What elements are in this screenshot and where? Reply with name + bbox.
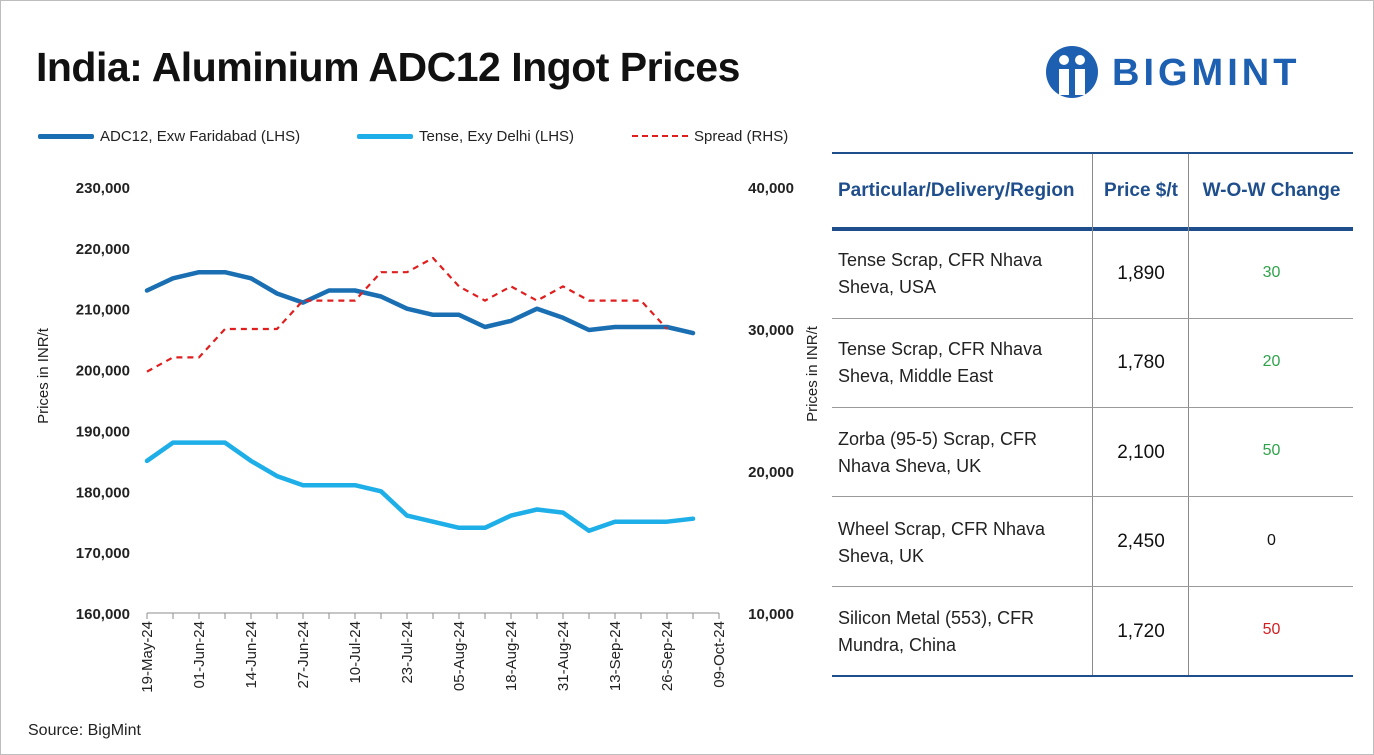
bigmint-logo: BIGMINT (1046, 42, 1336, 104)
bigmint-logo-icon (1046, 46, 1098, 98)
bigmint-logo-text: BIGMINT (1112, 52, 1301, 94)
adc12-line (144, 269, 696, 336)
source-note: Source: BigMint (28, 722, 141, 739)
y-tick-label-left: 210,000 (76, 302, 130, 319)
x-tick-label: 05-Aug-24 (451, 621, 468, 691)
table-column-divider (1092, 154, 1093, 675)
legend-swatch-spread (632, 135, 688, 137)
spread-line (146, 256, 668, 373)
legend-swatch-adc12 (38, 133, 94, 139)
table-row-divider (832, 586, 1353, 587)
table-bottom-border (832, 675, 1353, 677)
legend-label-adc12: ADC12, Exw Faridabad (LHS) (100, 127, 301, 145)
y-tick-label-right: 10,000 (748, 606, 794, 623)
y-tick-label-left: 220,000 (76, 241, 130, 258)
table-top-border (832, 152, 1353, 154)
table-cell-price: 1,720 (1117, 621, 1165, 642)
y-tick-label-left: 180,000 (76, 484, 130, 501)
y-tick-label-left: 230,000 (76, 180, 130, 197)
table-cell-price: 1,890 (1117, 263, 1165, 284)
table-cell-price: 2,450 (1117, 531, 1165, 552)
y-tick-label-right: 40,000 (748, 180, 794, 197)
table-row-divider (832, 407, 1353, 408)
tense-line (144, 440, 696, 534)
chart-title: India: Aluminium ADC12 Ingot Prices (36, 44, 740, 90)
table-header-region: Particular/Delivery/Region (838, 179, 1075, 201)
table-cell-change: 30 (1262, 264, 1281, 281)
table-row-divider (832, 318, 1353, 319)
y-axis-title-right: Prices in INR/t (804, 325, 820, 422)
table-cell-region: Silicon Metal (553), CFR Mundra, China (838, 608, 1035, 655)
table-cell-region: Wheel Scrap, CFR Nhava Sheva, UK (838, 519, 1046, 566)
line-chart: 230,000 220,000 210,000 200,000 190,000 180,0… (35, 180, 820, 693)
x-tick-label: 01-Jun-24 (191, 621, 208, 689)
x-tick-label: 23-Jul-24 (399, 621, 416, 684)
table-cell-region: Tense Scrap, CFR Nhava Sheva, Middle Eas… (838, 339, 1043, 386)
x-tick-label: 19-May-24 (139, 621, 156, 693)
x-tick-label: 27-Jun-24 (295, 621, 312, 689)
table-cell-price: 2,100 (1117, 442, 1165, 463)
x-tick-label: 09-Oct-24 (711, 621, 728, 688)
x-tick-label: 13-Sep-24 (607, 621, 624, 691)
table-cell-change: 50 (1262, 442, 1281, 459)
table-cell-change: 50 (1262, 621, 1281, 638)
table-header-change: W-O-W Change (1202, 179, 1341, 201)
x-tick-label: 10-Jul-24 (347, 621, 364, 684)
table-header-price: Price $/t (1104, 179, 1178, 201)
legend-swatch-tense (357, 133, 413, 139)
table-cell-change: 0 (1267, 532, 1276, 549)
x-tick-label: 26-Sep-24 (659, 621, 676, 691)
table-cell-change: 20 (1262, 353, 1281, 370)
y-tick-label-left: 190,000 (76, 423, 130, 440)
table-row-divider (832, 496, 1353, 497)
x-tick-label: 31-Aug-24 (555, 621, 572, 691)
x-tick-label: 14-Jun-24 (243, 621, 260, 689)
y-tick-label-left: 200,000 (76, 363, 130, 380)
y-tick-label-right: 30,000 (748, 322, 794, 339)
legend-item-tense: Tense, Exy Delhi (LHS) (357, 126, 574, 146)
table-cell-region: Zorba (95-5) Scrap, CFR Nhava Sheva, UK (838, 429, 1038, 476)
y-axis-title-left: Prices in INR/t (35, 327, 52, 424)
table-cell-price: 1,780 (1117, 352, 1165, 373)
x-tick-label: 18-Aug-24 (503, 621, 520, 691)
y-tick-label-left: 170,000 (76, 545, 130, 562)
table-cell-region: Tense Scrap, CFR Nhava Sheva, USA (838, 250, 1043, 297)
legend-item-spread: Spread (RHS) (632, 126, 788, 146)
y-tick-label-right: 20,000 (748, 464, 794, 481)
legend-label-spread: Spread (RHS) (694, 127, 789, 145)
legend-item-adc12: ADC12, Exw Faridabad (LHS) (38, 126, 300, 146)
table-column-divider (1188, 154, 1189, 675)
legend-label-tense: Tense, Exy Delhi (LHS) (419, 127, 575, 145)
y-tick-label-left: 160,000 (76, 606, 130, 623)
